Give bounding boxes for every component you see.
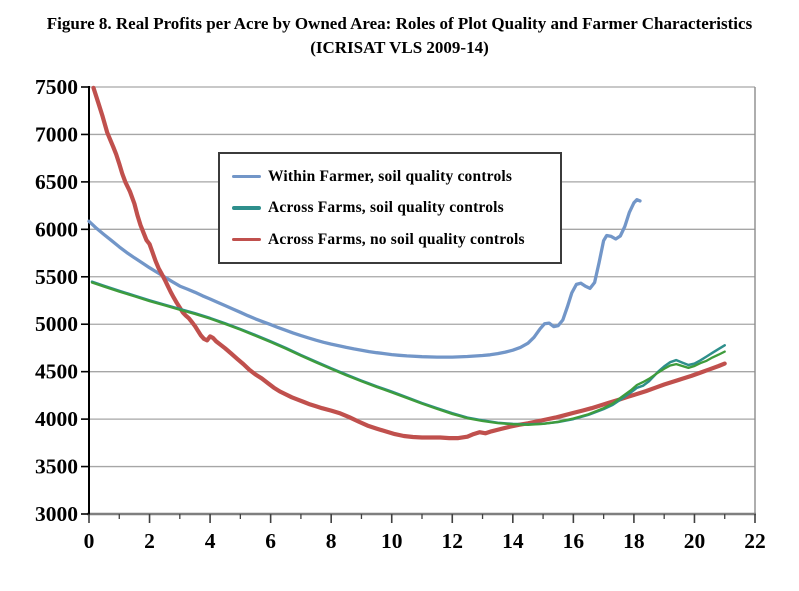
legend-line-swatch-teal <box>232 206 261 210</box>
x-tick-label-16: 16 <box>563 529 585 553</box>
x-tick-label-2: 2 <box>144 529 155 553</box>
figure-title-line2: (ICRISAT VLS 2009-14) <box>310 38 489 57</box>
y-tick-label-7500: 7500 <box>35 75 78 99</box>
legend-label: Across Farms, soil quality controls <box>268 199 504 216</box>
y-tick-label-7000: 7000 <box>35 122 78 146</box>
x-tick-label-4: 4 <box>205 529 216 553</box>
legend-row-across-farms-soil: Across Farms, soil quality controls <box>232 199 560 217</box>
x-tick-label-14: 14 <box>502 529 524 553</box>
y-tick-label-6000: 6000 <box>35 217 78 241</box>
legend-label: Across Farms, no soil quality controls <box>268 230 525 248</box>
y-tick-label-4000: 4000 <box>35 407 78 431</box>
y-tick-label-3500: 3500 <box>35 455 78 479</box>
y-tick-label-5500: 5500 <box>35 265 78 289</box>
legend-row-within-farmer: Within Farmer, soil quality controls <box>232 168 560 186</box>
legend-line-swatch-red <box>232 237 261 242</box>
series-line-across-farms-no-soil-quality-controls <box>91 85 727 441</box>
y-tick-label-6500: 6500 <box>35 170 78 194</box>
legend-line-swatch-blue <box>232 174 261 179</box>
x-tick-label-6: 6 <box>265 529 276 553</box>
y-tick-label-4500: 4500 <box>35 360 78 384</box>
y-tick-label-5000: 5000 <box>35 312 78 336</box>
figure-title-line1: Figure 8. Real Profits per Acre by Owned… <box>46 14 753 33</box>
legend-label: Within Farmer, soil quality controls <box>268 167 513 185</box>
x-tick-label-22: 22 <box>744 529 766 553</box>
x-tick-label-8: 8 <box>326 529 337 553</box>
x-tick-label-0: 0 <box>84 529 95 553</box>
x-tick-label-18: 18 <box>623 529 645 553</box>
series-line-across-farms-soil-quality-controls <box>90 280 726 426</box>
series-line-within-farmer-soil-quality-controls <box>87 198 642 359</box>
figure-title: Figure 8. Real Profits per Acre by Owned… <box>0 12 799 60</box>
x-tick-label-10: 10 <box>381 529 403 553</box>
x-tick-label-20: 20 <box>684 529 706 553</box>
y-tick-label-3000: 3000 <box>35 502 78 526</box>
legend-row-across-farms-no-soil: Across Farms, no soil quality controls <box>232 231 560 249</box>
x-tick-label-12: 12 <box>442 529 464 553</box>
chart-legend: Within Farmer, soil quality controls Acr… <box>218 152 562 264</box>
series-line-across-farms-soil-quality-controls-overlapping-green-trace <box>90 281 726 426</box>
